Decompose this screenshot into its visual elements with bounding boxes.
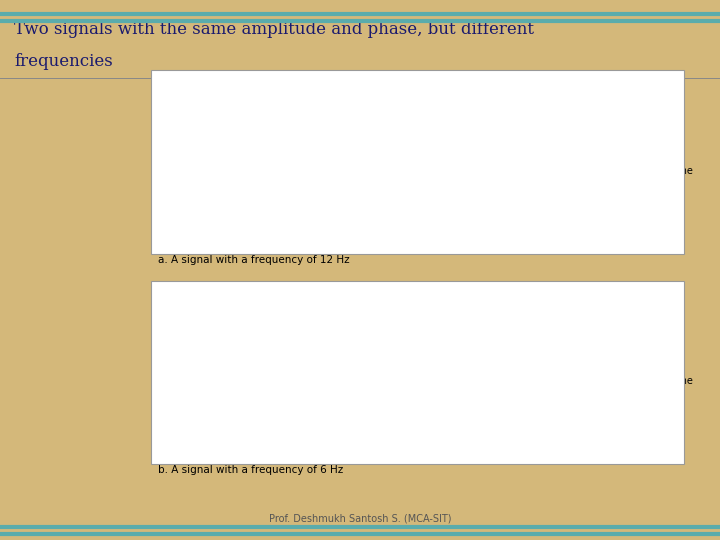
Text: Time: Time: [670, 166, 693, 176]
Text: ...: ...: [625, 367, 636, 376]
Text: 1 s: 1 s: [380, 99, 395, 110]
Text: 1 s: 1 s: [380, 310, 395, 320]
Text: Prof. Deshmukh Santosh S. (MCA-SIT): Prof. Deshmukh Santosh S. (MCA-SIT): [269, 514, 451, 524]
Text: Time: Time: [670, 376, 693, 387]
Text: Amplitude: Amplitude: [206, 299, 256, 309]
Text: Period: $\frac{1}{12}$ s: Period: $\frac{1}{12}$ s: [210, 215, 270, 233]
Text: ▸: ▸: [186, 206, 189, 212]
Text: T: T: [230, 420, 236, 429]
Text: frequencies: frequencies: [14, 53, 113, 70]
Text: Frequency is 6 Hz: Frequency is 6 Hz: [506, 299, 593, 309]
Text: Two signals with the same amplitude and phase, but different: Two signals with the same amplitude and …: [14, 21, 534, 38]
Text: Frequency is 12 Hz: Frequency is 12 Hz: [506, 89, 598, 98]
Text: 6 periods in 1 s: 6 periods in 1 s: [295, 299, 370, 309]
Text: Amplitude: Amplitude: [206, 89, 256, 98]
Text: 12 periods in 1 s: 12 periods in 1 s: [295, 89, 376, 98]
Text: ...: ...: [625, 156, 636, 166]
Text: Period: $\frac{1}{6}$ s: Period: $\frac{1}{6}$ s: [210, 426, 266, 444]
Text: b. A signal with a frequency of 6 Hz: b. A signal with a frequency of 6 Hz: [158, 465, 343, 476]
Text: a. A signal with a frequency of 12 Hz: a. A signal with a frequency of 12 Hz: [158, 255, 350, 265]
